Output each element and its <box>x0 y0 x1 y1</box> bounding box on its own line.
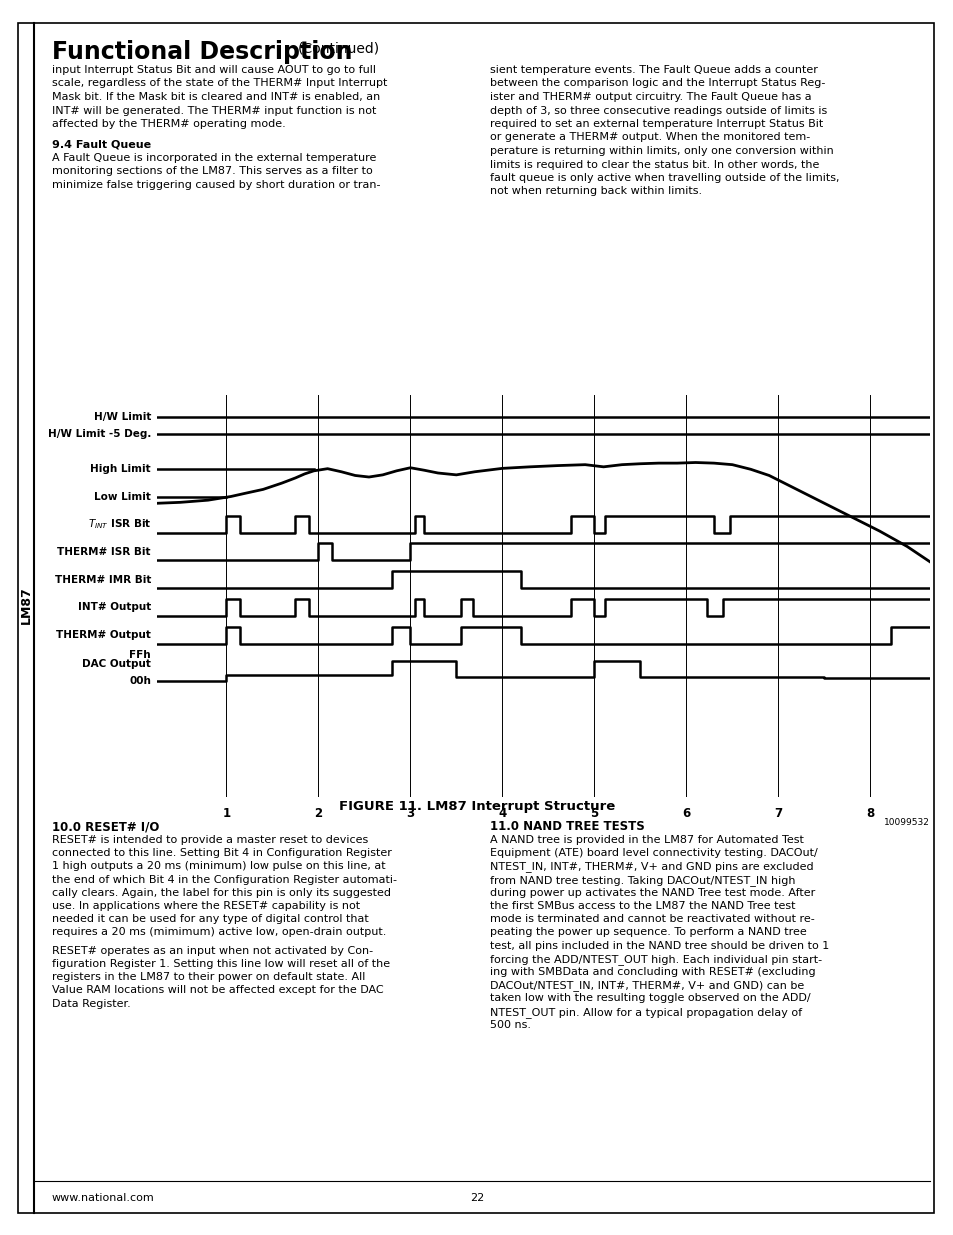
Text: needed it can be used for any type of digital control that: needed it can be used for any type of di… <box>52 914 369 924</box>
Text: forcing the ADD/NTEST_OUT high. Each individual pin start-: forcing the ADD/NTEST_OUT high. Each ind… <box>490 953 821 965</box>
Text: A NAND tree is provided in the LM87 for Automated Test: A NAND tree is provided in the LM87 for … <box>490 835 803 845</box>
Text: test, all pins included in the NAND tree should be driven to 1: test, all pins included in the NAND tree… <box>490 941 828 951</box>
Text: scale, regardless of the state of the THERM# Input Interrupt: scale, regardless of the state of the TH… <box>52 79 387 89</box>
Text: Low Limit: Low Limit <box>94 492 151 503</box>
Text: 1 high outputs a 20 ms (minimum) low pulse on this line, at: 1 high outputs a 20 ms (minimum) low pul… <box>52 861 385 872</box>
Text: requires a 20 ms (mimimum) active low, open-drain output.: requires a 20 ms (mimimum) active low, o… <box>52 927 386 937</box>
Text: THERM# IMR Bit: THERM# IMR Bit <box>54 574 151 584</box>
Text: 00h: 00h <box>129 676 151 685</box>
Text: RESET# is intended to provide a master reset to devices: RESET# is intended to provide a master r… <box>52 835 368 845</box>
Text: 2: 2 <box>314 808 322 820</box>
Text: taken low with the resulting toggle observed on the ADD/: taken low with the resulting toggle obse… <box>490 993 810 1003</box>
Text: limits is required to clear the status bit. In other words, the: limits is required to clear the status b… <box>490 159 819 169</box>
Text: NTEST_IN, INT#, THERM#, V+ and GND pins are excluded: NTEST_IN, INT#, THERM#, V+ and GND pins … <box>490 861 813 872</box>
Text: H/W Limit: H/W Limit <box>93 411 151 422</box>
Text: 3: 3 <box>406 808 414 820</box>
Text: the end of which Bit 4 in the Configuration Register automati-: the end of which Bit 4 in the Configurat… <box>52 874 396 884</box>
Text: www.national.com: www.national.com <box>52 1193 154 1203</box>
Text: DACOut/NTEST_IN, INT#, THERM#, V+ and GND) can be: DACOut/NTEST_IN, INT#, THERM#, V+ and GN… <box>490 981 803 992</box>
Text: from NAND tree testing. Taking DACOut/NTEST_IN high: from NAND tree testing. Taking DACOut/NT… <box>490 874 795 885</box>
Text: Data Register.: Data Register. <box>52 999 131 1009</box>
Text: minimize false triggering caused by short duration or tran-: minimize false triggering caused by shor… <box>52 180 380 190</box>
Text: Functional Description: Functional Description <box>52 40 352 64</box>
Text: NTEST_OUT pin. Allow for a typical propagation delay of: NTEST_OUT pin. Allow for a typical propa… <box>490 1007 801 1018</box>
Text: perature is returning within limits, only one conversion within: perature is returning within limits, onl… <box>490 146 833 156</box>
Text: LM87: LM87 <box>19 587 32 624</box>
Text: RESET# operates as an input when not activated by Con-: RESET# operates as an input when not act… <box>52 946 373 956</box>
Text: Value RAM locations will not be affected except for the DAC: Value RAM locations will not be affected… <box>52 986 383 995</box>
Text: ister and THERM# output circuitry. The Fault Queue has a: ister and THERM# output circuitry. The F… <box>490 91 811 103</box>
Text: 10.0 RESET# I/O: 10.0 RESET# I/O <box>52 820 159 832</box>
Text: 7: 7 <box>774 808 781 820</box>
Text: registers in the LM87 to their power on default state. All: registers in the LM87 to their power on … <box>52 972 365 982</box>
Text: during power up activates the NAND Tree test mode. After: during power up activates the NAND Tree … <box>490 888 815 898</box>
Text: High Limit: High Limit <box>91 464 151 474</box>
Text: 11.0 NAND TREE TESTS: 11.0 NAND TREE TESTS <box>490 820 644 832</box>
Text: connected to this line. Setting Bit 4 in Configuration Register: connected to this line. Setting Bit 4 in… <box>52 848 392 858</box>
Text: THERM# ISR Bit: THERM# ISR Bit <box>57 547 151 557</box>
Text: DAC Output: DAC Output <box>82 658 151 669</box>
Text: fault queue is only active when travelling outside of the limits,: fault queue is only active when travelli… <box>490 173 839 183</box>
Text: ing with SMBData and concluding with RESET# (excluding: ing with SMBData and concluding with RES… <box>490 967 815 977</box>
Text: cally clears. Again, the label for this pin is only its suggested: cally clears. Again, the label for this … <box>52 888 391 898</box>
Text: FIGURE 11. LM87 Interrupt Structure: FIGURE 11. LM87 Interrupt Structure <box>338 800 615 813</box>
Text: INT# Output: INT# Output <box>77 603 151 613</box>
Text: 22: 22 <box>470 1193 483 1203</box>
Text: 6: 6 <box>681 808 690 820</box>
Text: INT# will be generated. The THERM# input function is not: INT# will be generated. The THERM# input… <box>52 105 376 116</box>
Text: use. In applications where the RESET# capability is not: use. In applications where the RESET# ca… <box>52 902 359 911</box>
Text: 1: 1 <box>222 808 231 820</box>
Text: depth of 3, so three consecutive readings outside of limits is: depth of 3, so three consecutive reading… <box>490 105 826 116</box>
Text: FFh: FFh <box>130 650 151 661</box>
Text: or generate a THERM# output. When the monitored tem-: or generate a THERM# output. When the mo… <box>490 132 809 142</box>
Text: 4: 4 <box>497 808 506 820</box>
Text: (Continued): (Continued) <box>297 42 379 56</box>
Text: 10099532: 10099532 <box>883 819 929 827</box>
Text: the first SMBus access to the LM87 the NAND Tree test: the first SMBus access to the LM87 the N… <box>490 902 795 911</box>
Text: Equipment (ATE) board level connectivity testing. DACOut/: Equipment (ATE) board level connectivity… <box>490 848 817 858</box>
Text: required to set an external temperature Interrupt Status Bit: required to set an external temperature … <box>490 119 822 128</box>
Text: figuration Register 1. Setting this line low will reset all of the: figuration Register 1. Setting this line… <box>52 960 390 969</box>
Text: Mask bit. If the Mask bit is cleared and INT# is enabled, an: Mask bit. If the Mask bit is cleared and… <box>52 91 380 103</box>
Text: monitoring sections of the LM87. This serves as a filter to: monitoring sections of the LM87. This se… <box>52 167 373 177</box>
Text: affected by the THERM# operating mode.: affected by the THERM# operating mode. <box>52 119 286 128</box>
Text: mode is terminated and cannot be reactivated without re-: mode is terminated and cannot be reactiv… <box>490 914 814 924</box>
Text: A Fault Queue is incorporated in the external temperature: A Fault Queue is incorporated in the ext… <box>52 153 376 163</box>
Text: between the comparison logic and the Interrupt Status Reg-: between the comparison logic and the Int… <box>490 79 824 89</box>
Text: 500 ns.: 500 ns. <box>490 1020 531 1030</box>
Text: 5: 5 <box>590 808 598 820</box>
Text: not when returning back within limits.: not when returning back within limits. <box>490 186 701 196</box>
Text: peating the power up sequence. To perform a NAND tree: peating the power up sequence. To perfor… <box>490 927 806 937</box>
Text: H/W Limit -5 Deg.: H/W Limit -5 Deg. <box>48 429 151 438</box>
Text: THERM# Output: THERM# Output <box>56 630 151 640</box>
Text: 8: 8 <box>865 808 874 820</box>
Text: sient temperature events. The Fault Queue adds a counter: sient temperature events. The Fault Queu… <box>490 65 817 75</box>
Text: $T_{INT}$ ISR Bit: $T_{INT}$ ISR Bit <box>88 517 151 531</box>
Text: 9.4 Fault Queue: 9.4 Fault Queue <box>52 140 151 149</box>
Text: input Interrupt Status Bit and will cause AOUT to go to full: input Interrupt Status Bit and will caus… <box>52 65 375 75</box>
